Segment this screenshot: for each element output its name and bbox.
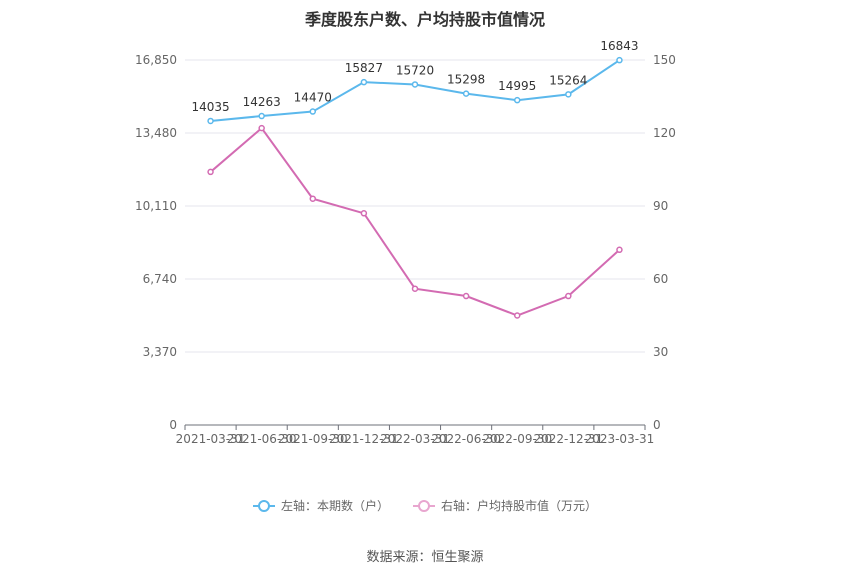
legend-label-right: 右轴：户均持股市值（万元） (441, 499, 598, 513)
data-label: 14470 (294, 91, 332, 105)
legend-label-left: 左轴：本期数（户） (280, 499, 389, 513)
grid-lines (185, 59, 645, 353)
data-point-right (462, 292, 470, 300)
data-point-left (207, 117, 214, 125)
right-axis-tick-label: 30 (653, 345, 668, 359)
data-label: 14035 (191, 100, 229, 114)
data-label: 14263 (243, 95, 281, 109)
data-point-left (565, 91, 572, 98)
left-axis-tick-label: 0 (169, 418, 177, 432)
data-label: 15264 (549, 73, 587, 87)
data-point-left (411, 81, 419, 88)
chart-title: 季度股东户数、户均持股市值情况 (304, 10, 545, 29)
legend: 左轴：本期数（户） 右轴：户均持股市值（万元） (0, 497, 850, 514)
x-axis-tick-label: 2022-03-31 (380, 432, 450, 446)
x-axis-tick-label: 2021-03-31 (176, 432, 246, 446)
legend-swatch-left (252, 499, 275, 512)
x-axis-tick-label: 2021-06-30 (227, 432, 297, 446)
data-point-left (360, 78, 368, 86)
data-point-left (309, 108, 317, 115)
data-labels: 14035 14263 14470 15827 15720 15298 14995 15264… (191, 39, 638, 114)
x-axis-tick-label: 2022-09-30 (482, 432, 552, 446)
data-label: 15827 (345, 61, 383, 75)
data-point-right (411, 285, 419, 292)
series-lines (207, 56, 623, 319)
data-point-left (258, 112, 265, 120)
data-point-left (462, 90, 470, 97)
source-note: 数据来源：恒生聚源 (366, 550, 484, 565)
axes: 0 3,370 6,740 10,110 13,480 16,850 0 30 60 90 120 1… (135, 53, 676, 446)
legend-item-left-series[interactable]: 左轴：本期数（户） (252, 497, 389, 514)
right-axis-tick-label: 0 (653, 418, 661, 432)
data-point-right (360, 210, 368, 217)
x-axis-tick-label: 2022-12-31 (533, 432, 603, 446)
left-axis-tick-label: 10,110 (135, 199, 177, 213)
data-point-right (616, 246, 623, 254)
data-label: 16843 (600, 39, 638, 53)
data-point-right (258, 124, 265, 132)
data-point-right (207, 168, 214, 176)
legend-swatch-right (413, 499, 435, 512)
data-point-right (309, 195, 317, 202)
left-axis-tick-label: 13,480 (135, 126, 177, 140)
data-label: 15298 (447, 73, 485, 87)
x-axis-tick-label: 2021-09-30 (278, 432, 348, 446)
data-point-right (513, 312, 521, 319)
left-axis-tick-label: 3,370 (143, 345, 177, 359)
data-point-left (616, 56, 623, 64)
legend-item-right-series[interactable]: 右轴：户均持股市值（万元） (413, 497, 597, 514)
data-point-left (513, 96, 521, 104)
right-axis-tick-label: 90 (653, 199, 668, 213)
left-axis-tick-label: 6,740 (143, 272, 177, 286)
data-point-right (565, 292, 572, 300)
right-axis-tick-label: 120 (653, 126, 676, 140)
data-label: 15720 (396, 63, 434, 77)
data-label: 14995 (498, 79, 536, 93)
left-axis-tick-label: 16,850 (135, 53, 177, 67)
x-axis-tick-label: 2022-06-30 (431, 432, 501, 446)
right-axis-tick-label: 150 (653, 53, 676, 67)
x-axis-tick-label: 2021-12-31 (329, 432, 399, 446)
x-axis-tick-label: 2023-03-31 (585, 432, 655, 446)
right-axis-tick-label: 60 (653, 272, 668, 286)
